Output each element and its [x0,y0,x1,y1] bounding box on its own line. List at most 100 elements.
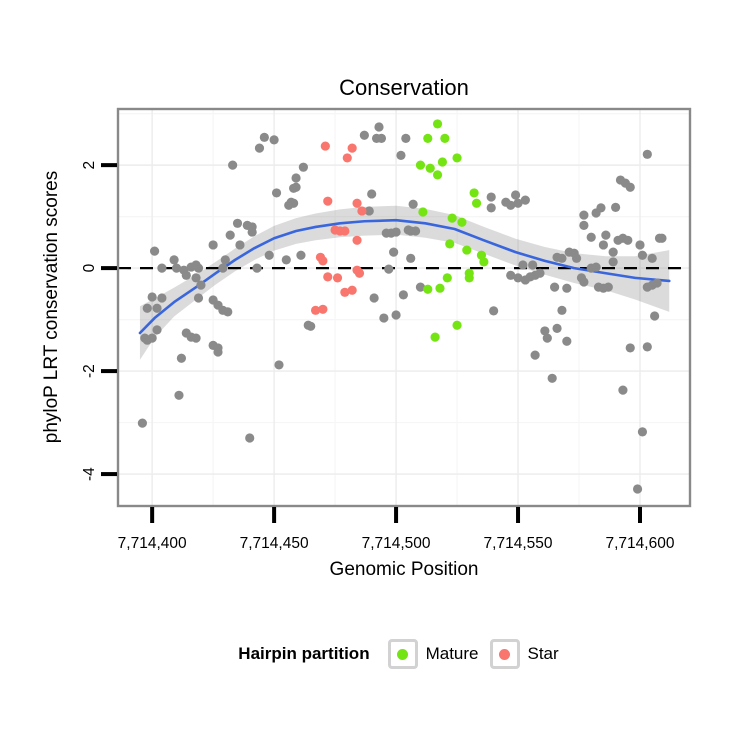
data-point [191,333,201,343]
data-point [320,141,330,151]
data-point [371,133,382,143]
chart-title: Conservation [339,75,469,100]
data-point [171,263,182,273]
y-tick-label: -2 [81,364,98,378]
data-point [557,253,567,263]
data-point [374,122,384,132]
data-point [169,255,179,265]
data-point [218,263,228,273]
data-point [193,263,204,273]
data-point [611,202,621,212]
data-point [506,270,516,280]
data-point [391,310,401,320]
data-point [137,418,147,428]
data-point [518,260,528,270]
x-axis-label: Genomic Position [330,559,479,580]
y-tick-label: -4 [81,467,98,481]
data-point [418,207,428,217]
data-point [232,218,243,228]
data-point [435,283,445,293]
data-point [318,304,328,314]
data-point [447,213,457,223]
data-point [332,273,343,283]
data-point [520,195,530,205]
data-point [220,255,230,265]
data-point [457,217,467,227]
x-tick-label: 7,714,400 [118,535,187,552]
data-point [601,230,611,240]
x-tick-label: 7,714,600 [606,535,675,552]
data-point [352,235,362,245]
data-point [310,305,321,315]
smooth-confidence-band [139,205,670,360]
data-point [176,353,187,363]
data-point [235,240,245,250]
data-point [642,342,652,352]
x-tick-label: 7,714,500 [362,535,431,552]
data-point [542,333,552,343]
data-point [608,247,618,257]
data-point [271,188,282,198]
data-point [637,250,648,260]
data-point [579,277,589,287]
data-point [213,347,223,357]
axis-tick-labels: 7,714,400 7,714,450 7,714,500 7,714,550 7,71… [81,161,675,552]
data-point [254,143,265,153]
smooth-trend-line [138,218,671,335]
data-point [157,263,167,273]
data-point [547,373,557,383]
data-point [501,197,511,207]
data-point [642,149,652,159]
plot-panel-border [116,107,692,508]
data-point [452,153,462,163]
data-point [625,343,635,353]
data-point [186,262,196,272]
data-point [471,198,482,208]
data-point [557,305,567,315]
data-point [586,232,596,242]
data-point [489,306,499,316]
data-point [452,320,462,330]
data-point [379,313,389,323]
data-point [437,157,448,167]
data-point [391,227,401,237]
data-point [530,270,540,280]
data-point [445,239,455,249]
data-point [513,198,523,208]
data-point [281,255,291,265]
data-point [245,433,255,443]
data-point [389,247,399,257]
data-point [632,484,643,494]
data-point [347,285,357,295]
data-point [432,170,443,180]
data-point [384,264,394,274]
data-point [608,257,618,267]
legend-item-label: Star [527,644,559,663]
data-point [406,253,416,263]
data-point [354,268,365,278]
conservation-chart: 7,714,400 7,714,450 7,714,500 7,714,550 7,71… [41,75,692,580]
data-point [415,160,426,170]
data-point [152,303,162,313]
data-point [432,119,443,129]
data-point [603,282,613,292]
data-point [208,240,218,250]
data-point [369,293,379,303]
data-point [340,226,350,236]
data-point [513,273,523,283]
data-point [440,133,450,143]
data-point [425,163,435,173]
scatter-points-star [310,141,367,315]
data-point [598,240,609,250]
y-tick-label: 0 [81,263,98,272]
data-point [264,250,274,260]
data-point [274,360,284,370]
data-point [462,245,472,255]
data-point [193,293,204,303]
data-point [174,390,184,400]
data-point [540,326,550,336]
data-point [247,227,257,237]
data-point [179,265,189,275]
confidence-band [139,205,670,360]
data-point [223,307,233,317]
